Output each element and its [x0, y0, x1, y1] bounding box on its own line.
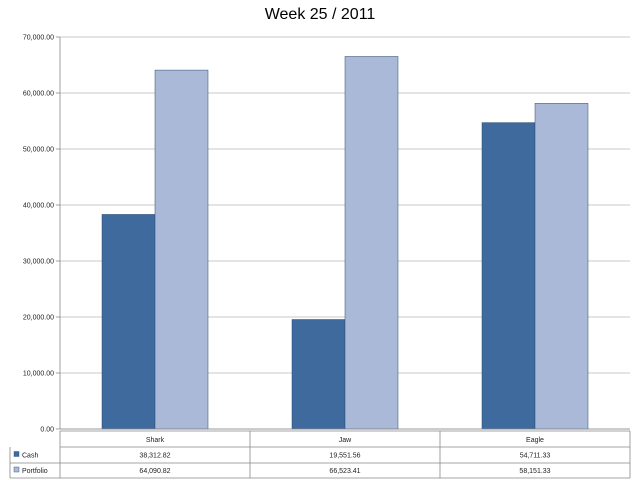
y-tick-label: 20,000.00 [23, 315, 54, 322]
y-tick-label: 40,000.00 [23, 203, 54, 210]
legend-key-cash [13, 451, 20, 457]
legend-key-portfolio [13, 466, 20, 473]
data-table: Shark Jaw Eagle Cash 38,312.82 19,551.56 54,71… [9, 430, 631, 479]
legend-label: Portfolio [22, 468, 48, 475]
category-label: Eagle [526, 437, 544, 444]
bar-portfolio-jaw [344, 56, 399, 430]
bar-portfolio-eagle [534, 103, 589, 430]
y-tick-label: 50,000.00 [23, 147, 54, 154]
legend-label: Cash [22, 453, 38, 460]
bar-cash-shark [101, 214, 156, 430]
table-cell-value: 58,151.33 [519, 468, 550, 475]
bar-cash-jaw [291, 319, 346, 430]
y-tick-label: 70,000.00 [23, 35, 54, 42]
table-cell-value: 64,090.82 [139, 468, 170, 475]
category-label: Shark [146, 437, 165, 444]
bar-portfolio-shark [154, 69, 209, 430]
bars [101, 56, 589, 430]
category-label: Jaw [339, 437, 352, 444]
chart-title: Week 25 / 2011 [264, 6, 376, 23]
table-cell-value: 54,711.33 [520, 453, 551, 460]
bar-cash-eagle [481, 122, 536, 430]
table-cell-value: 19,551.56 [329, 453, 360, 460]
axes: 0.00 10,000.00 20,000.00 30,000.00 40,000.00… [23, 35, 630, 434]
y-tick-label: 60,000.00 [23, 91, 54, 98]
y-tick-label: 0.00 [40, 427, 54, 434]
y-tick-label: 30,000.00 [23, 259, 54, 266]
table-cell-value: 66,523.41 [329, 468, 360, 475]
table-cell-value: 38,312.82 [139, 453, 170, 460]
y-tick-label: 10,000.00 [23, 371, 54, 378]
